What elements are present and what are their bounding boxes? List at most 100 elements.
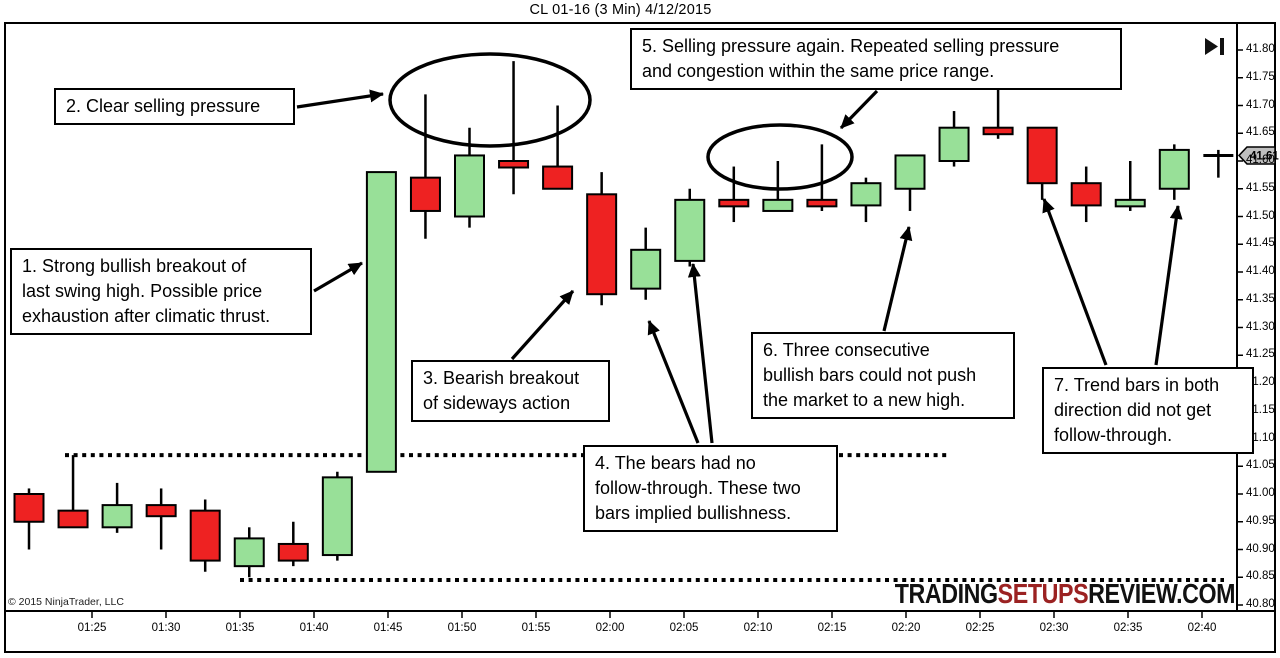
annotation-arrow — [882, 226, 913, 332]
candlestick-bar — [189, 499, 221, 572]
bull-candle-body — [630, 248, 662, 290]
candlestick-bar — [1070, 166, 1102, 223]
price-axis-label: 41.05 — [1246, 459, 1275, 472]
copyright-label: © 2015 NinjaTrader, LLC — [8, 596, 124, 608]
candlestick-bar — [13, 488, 45, 550]
emphasis-ellipse — [388, 52, 592, 148]
candlestick-bar — [674, 188, 706, 267]
candlestick-bar — [586, 172, 618, 306]
bull-candle-body — [850, 182, 882, 207]
candlestick-bar — [894, 154, 926, 211]
go-to-end-icon[interactable] — [1203, 36, 1227, 58]
bear-candle-body — [409, 176, 441, 212]
price-axis-label: 41.65 — [1246, 126, 1275, 139]
bear-candle-body — [145, 504, 177, 518]
candlestick-bar — [145, 488, 177, 550]
candlestick-bar — [806, 144, 838, 211]
candlestick-bar — [498, 61, 530, 195]
time-axis-label: 01:45 — [373, 622, 403, 634]
price-axis-label: 41.50 — [1246, 209, 1275, 222]
bull-candle-body — [321, 476, 353, 557]
candlestick-bar — [1203, 149, 1234, 178]
bull-candle-body — [938, 126, 970, 162]
time-axis-label: 01:40 — [299, 622, 329, 634]
annotation-arrow — [1042, 198, 1108, 366]
candlestick-bar — [277, 521, 309, 567]
annotation-box-3: 3. Bearish breakout of sideways action — [411, 360, 610, 422]
time-axis-label: 01:35 — [225, 622, 255, 634]
candlestick-bar — [982, 88, 1014, 139]
bull-candle-body — [674, 198, 706, 262]
annotation-box-6: 6. Three consecutive bullish bars could … — [751, 332, 1015, 419]
last-price-tag-value: 41.61 — [1250, 151, 1279, 163]
bear-candle-body — [277, 542, 309, 562]
candlestick-bar — [57, 455, 89, 529]
annotation-arrow — [510, 289, 575, 361]
annotation-box-5: 5. Selling pressure again. Repeated sell… — [630, 28, 1122, 90]
price-axis-label: 40.85 — [1246, 570, 1275, 583]
candlestick-bar — [1026, 126, 1058, 200]
annotation-box-7: 7. Trend bars in both direction did not … — [1042, 367, 1254, 454]
time-axis-label: 02:30 — [1039, 622, 1069, 634]
time-axis-label: 01:30 — [151, 622, 181, 634]
bear-candle-body — [1026, 126, 1058, 185]
candlestick-bar — [850, 177, 882, 223]
candlestick-bar — [101, 482, 133, 533]
bull-candle-body — [454, 154, 485, 218]
time-axis-label: 02:20 — [891, 622, 921, 634]
bear-candle-body — [189, 509, 221, 562]
price-axis-label: 41.25 — [1246, 348, 1275, 361]
time-axis-label: 02:35 — [1113, 622, 1143, 634]
annotation-arrow — [313, 261, 363, 293]
price-axis-label: 41.45 — [1246, 237, 1275, 250]
bull-candle-body — [233, 537, 265, 568]
price-axis-label: 41.30 — [1246, 320, 1275, 333]
price-axis-label: 41.55 — [1246, 181, 1275, 194]
candlestick-bar — [718, 166, 750, 223]
candlestick-bar — [1114, 161, 1146, 211]
price-axis-label: 40.95 — [1246, 514, 1275, 527]
watermark: TRADINGSETUPSREVIEW.COM — [895, 578, 1236, 610]
bull-candle-body — [1158, 148, 1190, 190]
bear-candle-body — [718, 198, 750, 208]
price-axis-label: 41.60 — [1246, 154, 1275, 166]
time-axis-label: 02:40 — [1187, 622, 1217, 634]
candlestick-bar — [630, 227, 662, 300]
annotation-arrow — [1154, 205, 1183, 366]
annotation-box-4: 4. The bears had no follow-through. Thes… — [583, 445, 838, 532]
emphasis-ellipse — [706, 123, 854, 191]
bull-candle-body — [1114, 198, 1146, 208]
time-axis-label: 02:15 — [817, 622, 847, 634]
time-axis-label: 01:50 — [447, 622, 477, 634]
time-axis-label: 02:25 — [965, 622, 995, 634]
candlestick-bar — [542, 105, 574, 190]
bear-candle-body — [586, 193, 618, 296]
candlestick-bar — [233, 527, 265, 578]
bull-candle-body — [894, 154, 926, 190]
bear-candle-body — [57, 509, 89, 529]
time-axis-label: 02:10 — [743, 622, 773, 634]
time-axis-label: 02:00 — [595, 622, 625, 634]
bear-candle-body — [1070, 182, 1102, 207]
time-axis-label: 01:55 — [521, 622, 551, 634]
price-axis-label: 41.80 — [1246, 43, 1275, 55]
bull-candle-body — [365, 171, 397, 473]
bull-candle-body — [762, 198, 794, 212]
watermark-segment: SETUPS — [997, 578, 1089, 609]
watermark-segment: REVIEW.COM — [1088, 578, 1235, 609]
candlestick-bar — [321, 471, 353, 561]
candlestick-bar — [365, 171, 397, 473]
bull-candle-body — [101, 504, 133, 529]
annotation-box-2: 2. Clear selling pressure — [54, 88, 295, 125]
annotation-arrow — [687, 263, 714, 444]
annotation-arrow — [647, 320, 700, 444]
price-axis-label: 41.35 — [1246, 292, 1275, 305]
bear-candle-body — [806, 198, 838, 208]
chart-title: CL 01-16 (3 Min) 4/12/2015 — [529, 2, 712, 18]
price-axis-label: 41.40 — [1246, 265, 1275, 277]
price-axis-label: 41.70 — [1246, 98, 1275, 111]
candlestick-bar — [409, 94, 441, 239]
bear-candle-body — [542, 165, 574, 190]
bear-candle-body — [982, 126, 1014, 136]
